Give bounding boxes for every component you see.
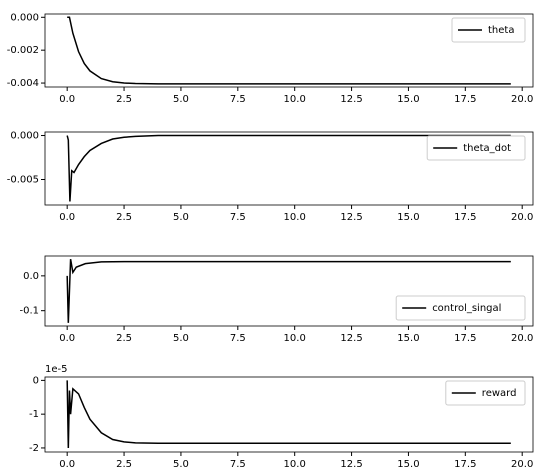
- x-tick-label: 15.0: [397, 212, 419, 223]
- x-tick-label: 20.0: [511, 333, 533, 344]
- x-tick-label: 2.5: [116, 459, 132, 470]
- x-tick-label: 17.5: [454, 94, 476, 105]
- legend-box: [395, 295, 526, 321]
- data-line: [66, 380, 511, 448]
- y-tick-label: -2: [29, 443, 39, 454]
- x-tick-label: 15.0: [397, 333, 419, 344]
- x-tick-label: 2.5: [116, 333, 132, 344]
- y-tick-label: 0: [33, 375, 39, 386]
- x-tick-label: 7.5: [230, 94, 246, 105]
- axes-frame: [44, 131, 534, 206]
- x-tick-label: 7.5: [230, 459, 246, 470]
- x-tick-label: 5.0: [173, 333, 189, 344]
- legend-label: theta_dot: [463, 143, 511, 154]
- x-tick-label: 5.0: [173, 94, 189, 105]
- x-tick-label: 17.5: [454, 459, 476, 470]
- y-tick-label: 0.000: [10, 131, 39, 142]
- legend-label: theta: [488, 25, 514, 36]
- x-tick-label: 12.5: [340, 212, 362, 223]
- y-tick-label: 0.0: [23, 271, 39, 282]
- x-tick-label: 5.0: [173, 212, 189, 223]
- x-tick-label: 15.0: [397, 94, 419, 105]
- y-tick-label: -0.1: [19, 306, 39, 317]
- x-tick-label: 2.5: [116, 94, 132, 105]
- x-tick-label: 20.0: [511, 94, 533, 105]
- y-tick-label: -0.005: [7, 174, 39, 185]
- x-tick-label: 17.5: [454, 212, 476, 223]
- x-tick-label: 15.0: [397, 459, 419, 470]
- x-tick-label: 10.0: [284, 212, 306, 223]
- x-tick-label: 0.0: [59, 459, 75, 470]
- y-tick-label: -0.004: [7, 78, 39, 89]
- data-line: [67, 16, 511, 85]
- x-tick-label: 7.5: [230, 212, 246, 223]
- y-tick-label: 0.000: [10, 12, 39, 23]
- legend-label: control_singal: [432, 303, 501, 314]
- x-tick-label: 20.0: [511, 459, 533, 470]
- data-line: [66, 134, 511, 202]
- x-tick-label: 0.0: [59, 333, 75, 344]
- legend-box: [445, 380, 526, 406]
- offset-label: 1e-5: [45, 364, 68, 375]
- x-tick-label: 10.0: [284, 333, 306, 344]
- x-tick-label: 10.0: [284, 94, 306, 105]
- x-tick-label: 0.0: [59, 94, 75, 105]
- data-line: [66, 259, 511, 323]
- axes-frame: [44, 13, 534, 88]
- x-tick-label: 20.0: [511, 212, 533, 223]
- x-tick-label: 5.0: [173, 459, 189, 470]
- x-tick-label: 12.5: [340, 94, 362, 105]
- axes-frame: [44, 255, 534, 327]
- legend-label: reward: [482, 388, 517, 399]
- x-tick-label: 10.0: [284, 459, 306, 470]
- legend-box: [426, 135, 526, 161]
- x-tick-label: 2.5: [116, 212, 132, 223]
- x-tick-label: 17.5: [454, 333, 476, 344]
- y-tick-label: -0.002: [7, 45, 39, 56]
- x-tick-label: 12.5: [340, 333, 362, 344]
- y-tick-label: -1: [29, 409, 39, 420]
- x-tick-label: 12.5: [340, 459, 362, 470]
- x-tick-label: 0.0: [59, 212, 75, 223]
- x-tick-label: 7.5: [230, 333, 246, 344]
- axes-frame: [44, 376, 534, 453]
- legend-box: [451, 17, 526, 43]
